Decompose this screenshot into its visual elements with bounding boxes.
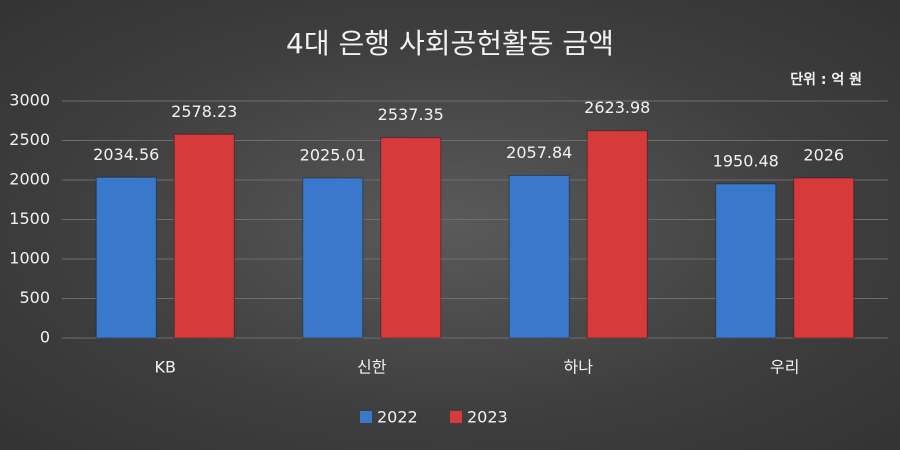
legend-swatch [450, 411, 462, 423]
y-tick-label: 1500 [9, 209, 50, 228]
y-tick-label: 2500 [9, 130, 50, 149]
data-label: 2623.98 [584, 98, 650, 117]
data-label: 2537.35 [378, 105, 444, 124]
y-tick-label: 500 [19, 288, 50, 307]
unit-note: 단위 : 억 원 [790, 71, 862, 88]
bar [586, 130, 648, 339]
bar [793, 177, 855, 339]
x-tick-label: 하나 [564, 358, 594, 377]
y-tick-label: 0 [40, 328, 50, 347]
data-label: 2034.56 [93, 145, 159, 164]
data-label: 2026 [803, 145, 844, 164]
legend-swatch [360, 411, 372, 423]
bar [380, 137, 442, 339]
data-label: 1950.48 [713, 151, 779, 170]
data-label: 2578.23 [171, 102, 237, 121]
bar [302, 177, 364, 339]
x-tick-label: 우리 [770, 358, 799, 377]
legend-label: 2022 [377, 408, 418, 427]
bar [508, 174, 570, 339]
y-tick-label: 1000 [9, 249, 50, 268]
legend-label: 2023 [467, 408, 508, 427]
x-tick-label: KB [155, 358, 176, 377]
data-label: 2057.84 [506, 143, 572, 162]
x-tick-label: 신한 [357, 358, 387, 377]
y-tick-label: 2000 [9, 170, 50, 189]
y-tick-label: 3000 [9, 91, 50, 110]
bar [715, 183, 777, 339]
chart-title: 4대 은행 사회공헌활동 금액 [286, 27, 614, 60]
bar [173, 133, 235, 339]
data-label: 2025.01 [300, 146, 366, 165]
bar [95, 176, 157, 339]
